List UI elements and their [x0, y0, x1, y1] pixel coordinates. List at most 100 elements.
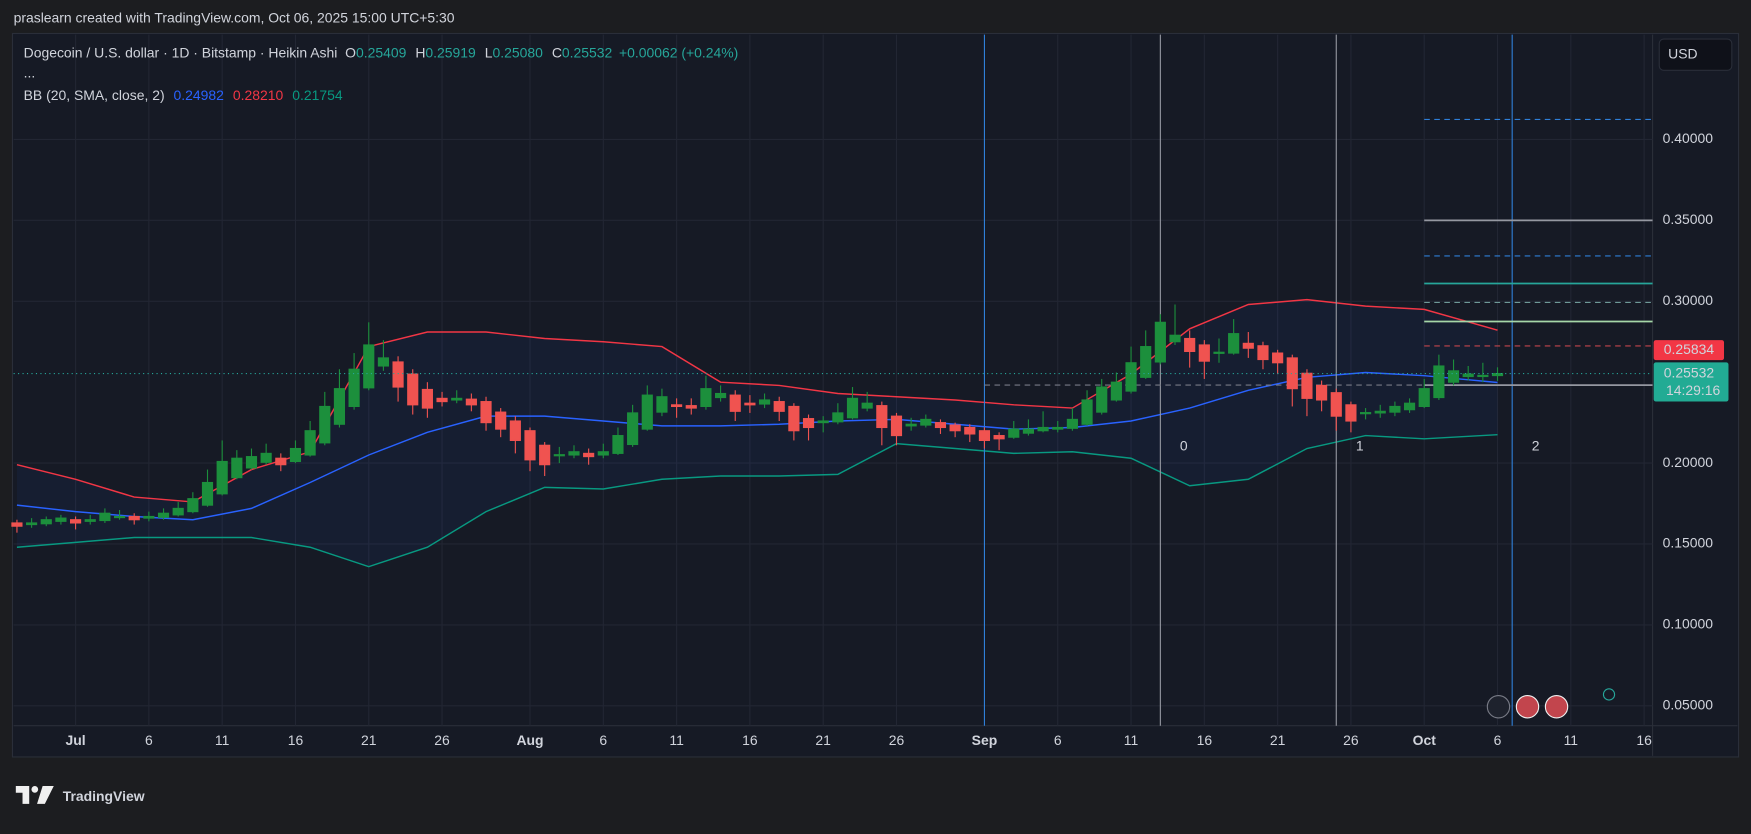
x-tick-label: 21 — [1270, 732, 1286, 748]
cycle-label: 2 — [1532, 437, 1540, 453]
y-tick-label: 0.20000 — [1663, 454, 1714, 470]
band-line — [16, 371, 1498, 521]
currency-button[interactable] — [1658, 38, 1733, 71]
x-tick-label: 6 — [1054, 732, 1062, 748]
candle-body — [304, 430, 316, 456]
candle-body — [128, 515, 140, 521]
candle-body — [1447, 370, 1460, 383]
candle-body — [319, 405, 331, 444]
event-icon[interactable] — [1515, 695, 1540, 719]
y-tick-label: 0.30000 — [1663, 292, 1714, 308]
symbol: Dogecoin / U.S. dollar · 1D · Bitstamp ·… — [24, 44, 338, 60]
candle-body — [1213, 351, 1225, 354]
candle-body — [1316, 384, 1328, 401]
candle-body — [113, 515, 126, 519]
candle-body — [363, 344, 375, 389]
candle-body — [1462, 373, 1474, 378]
x-tick-label: Jul — [66, 732, 86, 748]
candle-body — [275, 457, 287, 466]
ohlc-value: 0.25080 — [493, 44, 544, 60]
x-tick-label: 21 — [815, 732, 831, 748]
y-tick-label: 0.05000 — [1663, 696, 1714, 712]
candle-body — [1242, 342, 1254, 349]
candle-body — [553, 454, 565, 457]
candle-body — [1037, 426, 1049, 432]
indicator-name: BB (20, SMA, close, 2) — [24, 87, 165, 103]
x-tick-label: 21 — [361, 732, 377, 748]
candle-body — [568, 451, 580, 456]
band-line — [16, 433, 1498, 568]
candle-body — [1081, 399, 1093, 425]
indicator-value: 0.28210 — [233, 87, 284, 103]
countdown: 14:29:16 — [1666, 382, 1721, 398]
candle-body — [509, 420, 521, 441]
candle-body — [641, 394, 653, 430]
price-label: 0.25532 — [1664, 364, 1715, 380]
candle-body — [289, 447, 302, 463]
price-label-box — [1653, 362, 1729, 402]
candle-body — [245, 456, 258, 469]
candle-body — [495, 411, 507, 430]
y-tick-label: 0.10000 — [1663, 616, 1714, 632]
candle-body — [1110, 381, 1122, 401]
candle-body — [99, 512, 111, 522]
candle-body — [348, 368, 360, 408]
candle-body — [1360, 412, 1372, 415]
candle-body — [480, 401, 492, 424]
candle-body — [729, 394, 741, 412]
candle-body — [964, 426, 976, 435]
event-icon[interactable] — [1544, 695, 1569, 719]
candle-body — [1301, 372, 1313, 399]
candle-body — [539, 444, 551, 466]
x-tick-label: 26 — [889, 732, 905, 748]
session-icon — [1602, 688, 1616, 701]
x-tick-label: 6 — [599, 732, 607, 748]
candle-body — [993, 435, 1005, 440]
candle-body — [1345, 404, 1357, 422]
candle-body — [26, 522, 38, 526]
ohlc-value: 0.25532 — [562, 44, 613, 60]
legend-line: BB (20, SMA, close, 2) 0.24982 0.28210 0.21… — [24, 87, 343, 103]
candle-body — [817, 420, 829, 424]
event-icon[interactable] — [1486, 695, 1511, 719]
candle-body — [392, 361, 404, 388]
candle-body — [656, 396, 668, 413]
candle-body — [744, 402, 756, 406]
candle-body — [260, 452, 272, 463]
candle-body — [1008, 428, 1020, 438]
candle-body — [1418, 388, 1430, 408]
candle-body — [890, 415, 903, 437]
cycle-label: 1 — [1356, 437, 1364, 453]
candle-body — [1272, 352, 1284, 364]
candle-body — [1140, 346, 1152, 378]
candle-body — [377, 357, 389, 367]
candle-body — [832, 412, 844, 423]
candle-body — [1169, 334, 1181, 343]
x-tick-label: 26 — [434, 732, 450, 748]
candle-body — [201, 481, 214, 506]
candle-body — [1374, 410, 1386, 414]
candle-body — [40, 519, 52, 525]
ohlc-key: L — [485, 44, 493, 60]
currency[interactable]: USD — [1668, 45, 1697, 61]
x-tick-label: 6 — [1494, 732, 1502, 748]
logo-mark — [15, 785, 30, 804]
candle-body — [612, 435, 624, 454]
y-tick-label: 0.40000 — [1663, 130, 1714, 146]
candle-body — [978, 430, 991, 441]
candle-body — [1257, 345, 1269, 361]
indicator-value: 0.21754 — [292, 87, 343, 103]
y-tick-label: 0.15000 — [1663, 535, 1714, 551]
candle-body — [157, 512, 170, 518]
candle-body — [671, 404, 683, 408]
change: +0.00062 (+0.24%) — [619, 44, 738, 60]
candle-body — [1491, 373, 1504, 377]
candle-body — [1052, 426, 1064, 430]
candle-body — [187, 498, 199, 513]
candle-body — [333, 388, 346, 425]
candle-body — [421, 388, 433, 409]
candle-body — [949, 424, 961, 432]
plot: 0.05000 0.10000 0.15000 0.20000 0.30000 0.350… — [11, 34, 1729, 748]
x-tick-label: Oct — [1413, 732, 1437, 748]
